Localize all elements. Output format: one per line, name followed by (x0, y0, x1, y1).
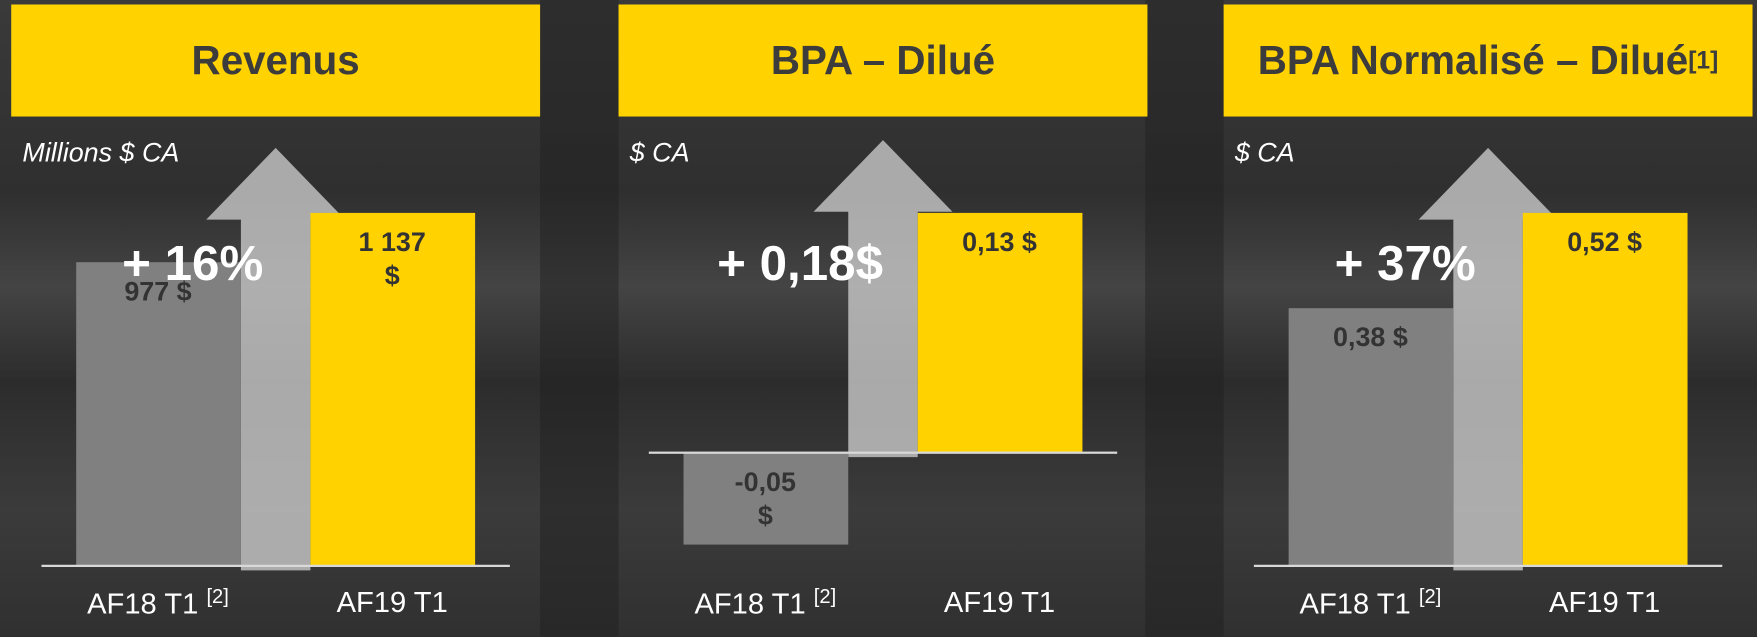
baseline (648, 451, 1118, 454)
baseline (41, 564, 510, 567)
chart-title: BPA Normalisé – Dilué [1] (1223, 4, 1753, 117)
background-band (540, 0, 619, 637)
bar (76, 262, 241, 566)
title-note: [1] (1688, 45, 1719, 74)
title-text: Revenus (191, 36, 360, 83)
chart-title: Revenus (11, 4, 541, 117)
bar (1522, 212, 1688, 566)
bar (310, 212, 476, 566)
bar (683, 452, 849, 545)
x-tick-label: AF19 T1 (1549, 585, 1660, 620)
x-tick-label: AF18 T1 [2] (1300, 585, 1442, 622)
annotation: + 37% (1334, 236, 1476, 292)
unit-label: $ CA (629, 137, 690, 169)
unit-label: Millions $ CA (22, 137, 180, 169)
category-note: [2] (206, 584, 229, 608)
category-note: [2] (1418, 584, 1442, 608)
x-tick-label: AF19 T1 (337, 585, 448, 620)
x-tick-label: AF18 T1 [2] (87, 585, 229, 622)
background-band (1145, 0, 1224, 637)
category-text: AF19 T1 (1549, 584, 1661, 619)
annotation: + 16% (122, 236, 264, 292)
title-text: BPA Normalisé – Dilué (1257, 36, 1689, 83)
chart-title: BPA – Dilué (618, 4, 1148, 117)
value-label: 0,13 $ (962, 227, 1037, 258)
bar (1288, 307, 1454, 566)
annotation: + 0,18$ (717, 236, 884, 292)
x-tick-label: AF19 T1 (944, 585, 1055, 620)
x-tick-label: AF18 T1 [2] (694, 585, 836, 622)
category-text: AF18 T1 (1299, 586, 1411, 621)
category-text: AF19 T1 (336, 584, 448, 619)
baseline (1253, 564, 1723, 567)
category-text: AF19 T1 (943, 584, 1056, 619)
unit-label: $ CA (1234, 137, 1295, 169)
value-label: 0,38 $ (1333, 322, 1408, 353)
category-note: [2] (813, 584, 837, 608)
value-label: 0,52 $ (1567, 227, 1642, 258)
title-text: BPA – Dilué (770, 36, 996, 83)
value-label: 977 $ (124, 277, 192, 308)
bar (917, 212, 1083, 453)
category-text: AF18 T1 (87, 586, 199, 621)
category-text: AF18 T1 (694, 586, 806, 621)
value-label: -0,05 $ (734, 467, 796, 532)
value-label: 1 137 $ (358, 227, 426, 292)
